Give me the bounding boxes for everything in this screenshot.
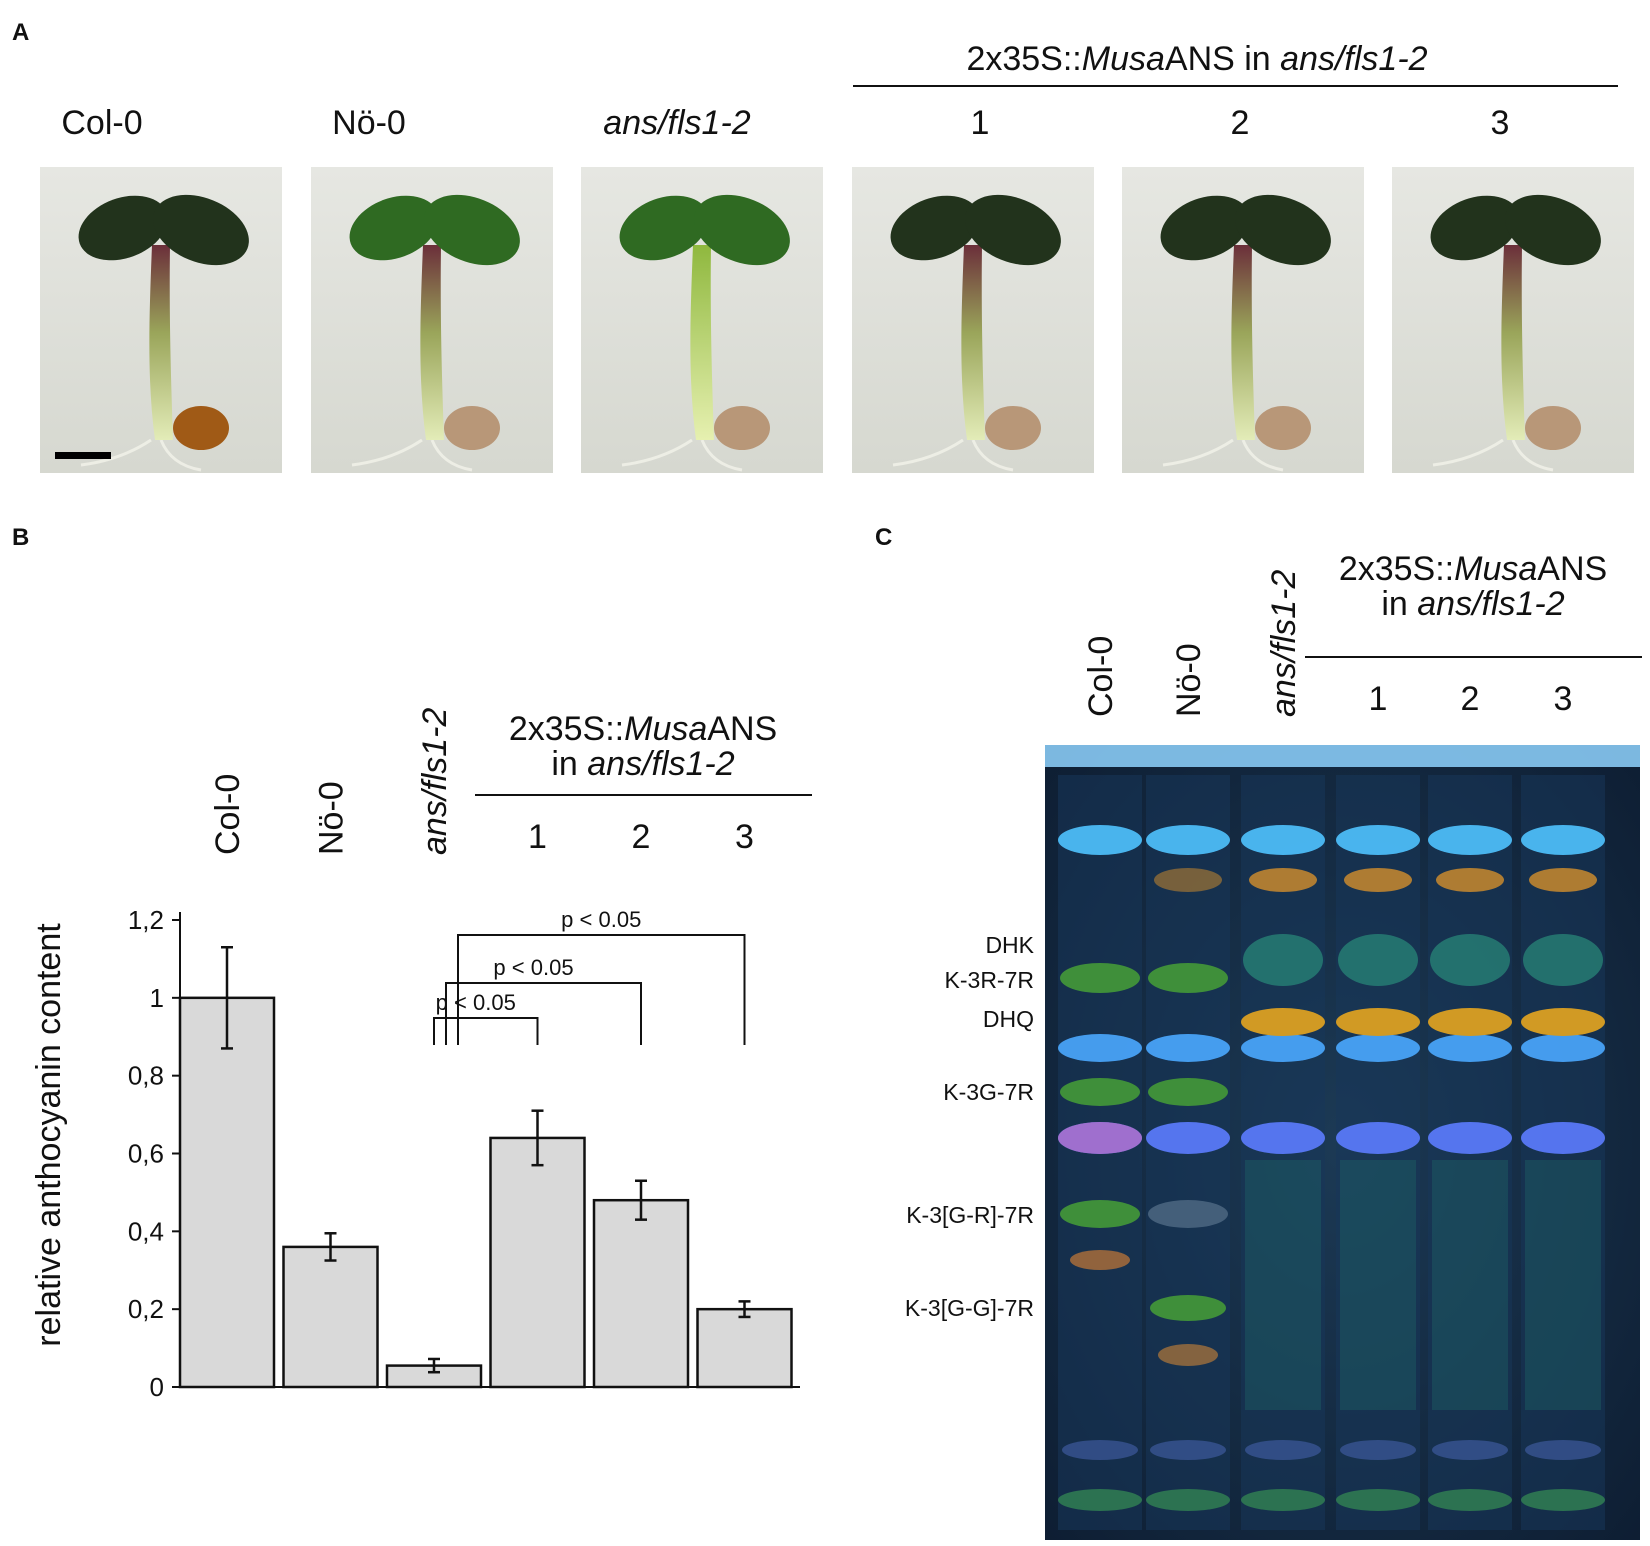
tlc-lane-2 [1241, 775, 1325, 1530]
lane-label-5: 3 [1554, 680, 1573, 718]
lane-label-1: Nö-0 [1170, 643, 1208, 717]
category-label-5: 3 [735, 818, 754, 856]
band-label-3: K-3G-7R [943, 1079, 1034, 1105]
category-label-4: 2 [632, 818, 651, 856]
lane-label-0: Col-0 [1082, 636, 1120, 717]
y-axis-label: relative anthocyanin content [30, 923, 68, 1347]
bar-4 [592, 1198, 690, 1389]
panel-a-seedling-photos [40, 167, 1634, 473]
y-tick-label-5: 1 [150, 983, 164, 1013]
scale-bar [55, 452, 111, 459]
seedling-photo-4 [1122, 167, 1364, 473]
significance-label-1: p < 0.05 [493, 955, 573, 980]
chart-bars [178, 945, 793, 1389]
tlc-lane-0 [1058, 775, 1142, 1530]
bar-0 [178, 996, 276, 1389]
tlc-lane-1 [1146, 775, 1230, 1530]
tlc-lanes [1058, 775, 1605, 1530]
category-label-2: ans/fls1-2 [416, 708, 454, 855]
significance-label-2: p < 0.05 [561, 907, 641, 932]
tlc-solvent-front [1045, 745, 1640, 767]
panel-a-letter: A [12, 19, 29, 46]
y-tick-label-1: 0,2 [128, 1294, 164, 1324]
band-label-2: DHQ [983, 1006, 1034, 1032]
panel-a-line-labels: Col-0 Nö-0 ans/fls1-2 1 2 3 [61, 104, 1509, 142]
panel-b-transgene-line2: in ans/fls1-2 [551, 745, 734, 783]
line-label-5: 3 [1491, 104, 1510, 142]
y-tick-label-6: 1,2 [128, 905, 164, 935]
significance-bracket-0 [433, 1017, 539, 1045]
panel-c-transgene-line1: 2x35S::MusaANS [1339, 550, 1607, 588]
panel-b-category-labels: Col-0 Nö-0 ans/fls1-2 1 2 3 [209, 708, 754, 856]
y-tick-label-4: 0,8 [128, 1061, 164, 1091]
tlc-lane-3 [1336, 775, 1420, 1530]
bar-5 [696, 1307, 793, 1389]
seedling-photo-3 [852, 167, 1094, 473]
significance-brackets: p < 0.05 p < 0.05 p < 0.05 [433, 907, 746, 1045]
significance-bracket-2 [457, 934, 746, 1045]
seedling-photo-2 [581, 167, 823, 473]
line-label-0: Col-0 [61, 104, 142, 142]
bar-3 [489, 1136, 586, 1389]
band-label-0: DHK [985, 932, 1034, 958]
panel-c-lane-labels: Col-0 Nö-0 ans/fls1-2 1 2 3 [1082, 570, 1572, 718]
lane-label-4: 2 [1461, 680, 1480, 718]
line-label-4: 2 [1231, 104, 1250, 142]
seedling-photo-5 [1392, 167, 1634, 473]
lane-label-3: 1 [1369, 680, 1388, 718]
seedling-photo-1 [311, 167, 553, 473]
band-label-1: K-3R-7R [945, 967, 1034, 993]
band-label-4: K-3[G-R]-7R [906, 1202, 1034, 1228]
line-label-1: Nö-0 [332, 104, 406, 142]
bar-1 [282, 1245, 379, 1389]
lane-label-2: ans/fls1-2 [1265, 570, 1303, 717]
category-label-3: 1 [528, 818, 547, 856]
tlc-lane-5 [1521, 775, 1605, 1530]
significance-bracket-1 [445, 982, 642, 1045]
panel-a-transgene-label: 2x35S::MusaANS in ans/fls1-2 [966, 40, 1427, 78]
panel-b-transgene-line1: 2x35S::MusaANS [509, 710, 777, 748]
category-label-0: Col-0 [209, 774, 247, 855]
y-tick-label-3: 0,6 [128, 1139, 164, 1169]
line-label-3: 1 [971, 104, 990, 142]
y-tick-label-2: 0,4 [128, 1216, 164, 1246]
y-tick-label-0: 0 [150, 1372, 164, 1402]
seedling-photo-0 [40, 167, 282, 473]
panel-c-transgene-line2: in ans/fls1-2 [1381, 585, 1564, 623]
tlc-band-labels: DHK K-3R-7R DHQ K-3G-7R K-3[G-R]-7R K-3[G-G]-… [905, 932, 1035, 1321]
line-label-2: ans/fls1-2 [603, 104, 750, 142]
band-label-5: K-3[G-G]-7R [905, 1295, 1034, 1321]
significance-label-0: p < 0.05 [436, 990, 516, 1015]
tlc-lane-4 [1428, 775, 1512, 1530]
category-label-1: Nö-0 [313, 781, 351, 855]
panel-b-letter: B [12, 524, 29, 551]
panel-c-letter: C [875, 524, 892, 551]
